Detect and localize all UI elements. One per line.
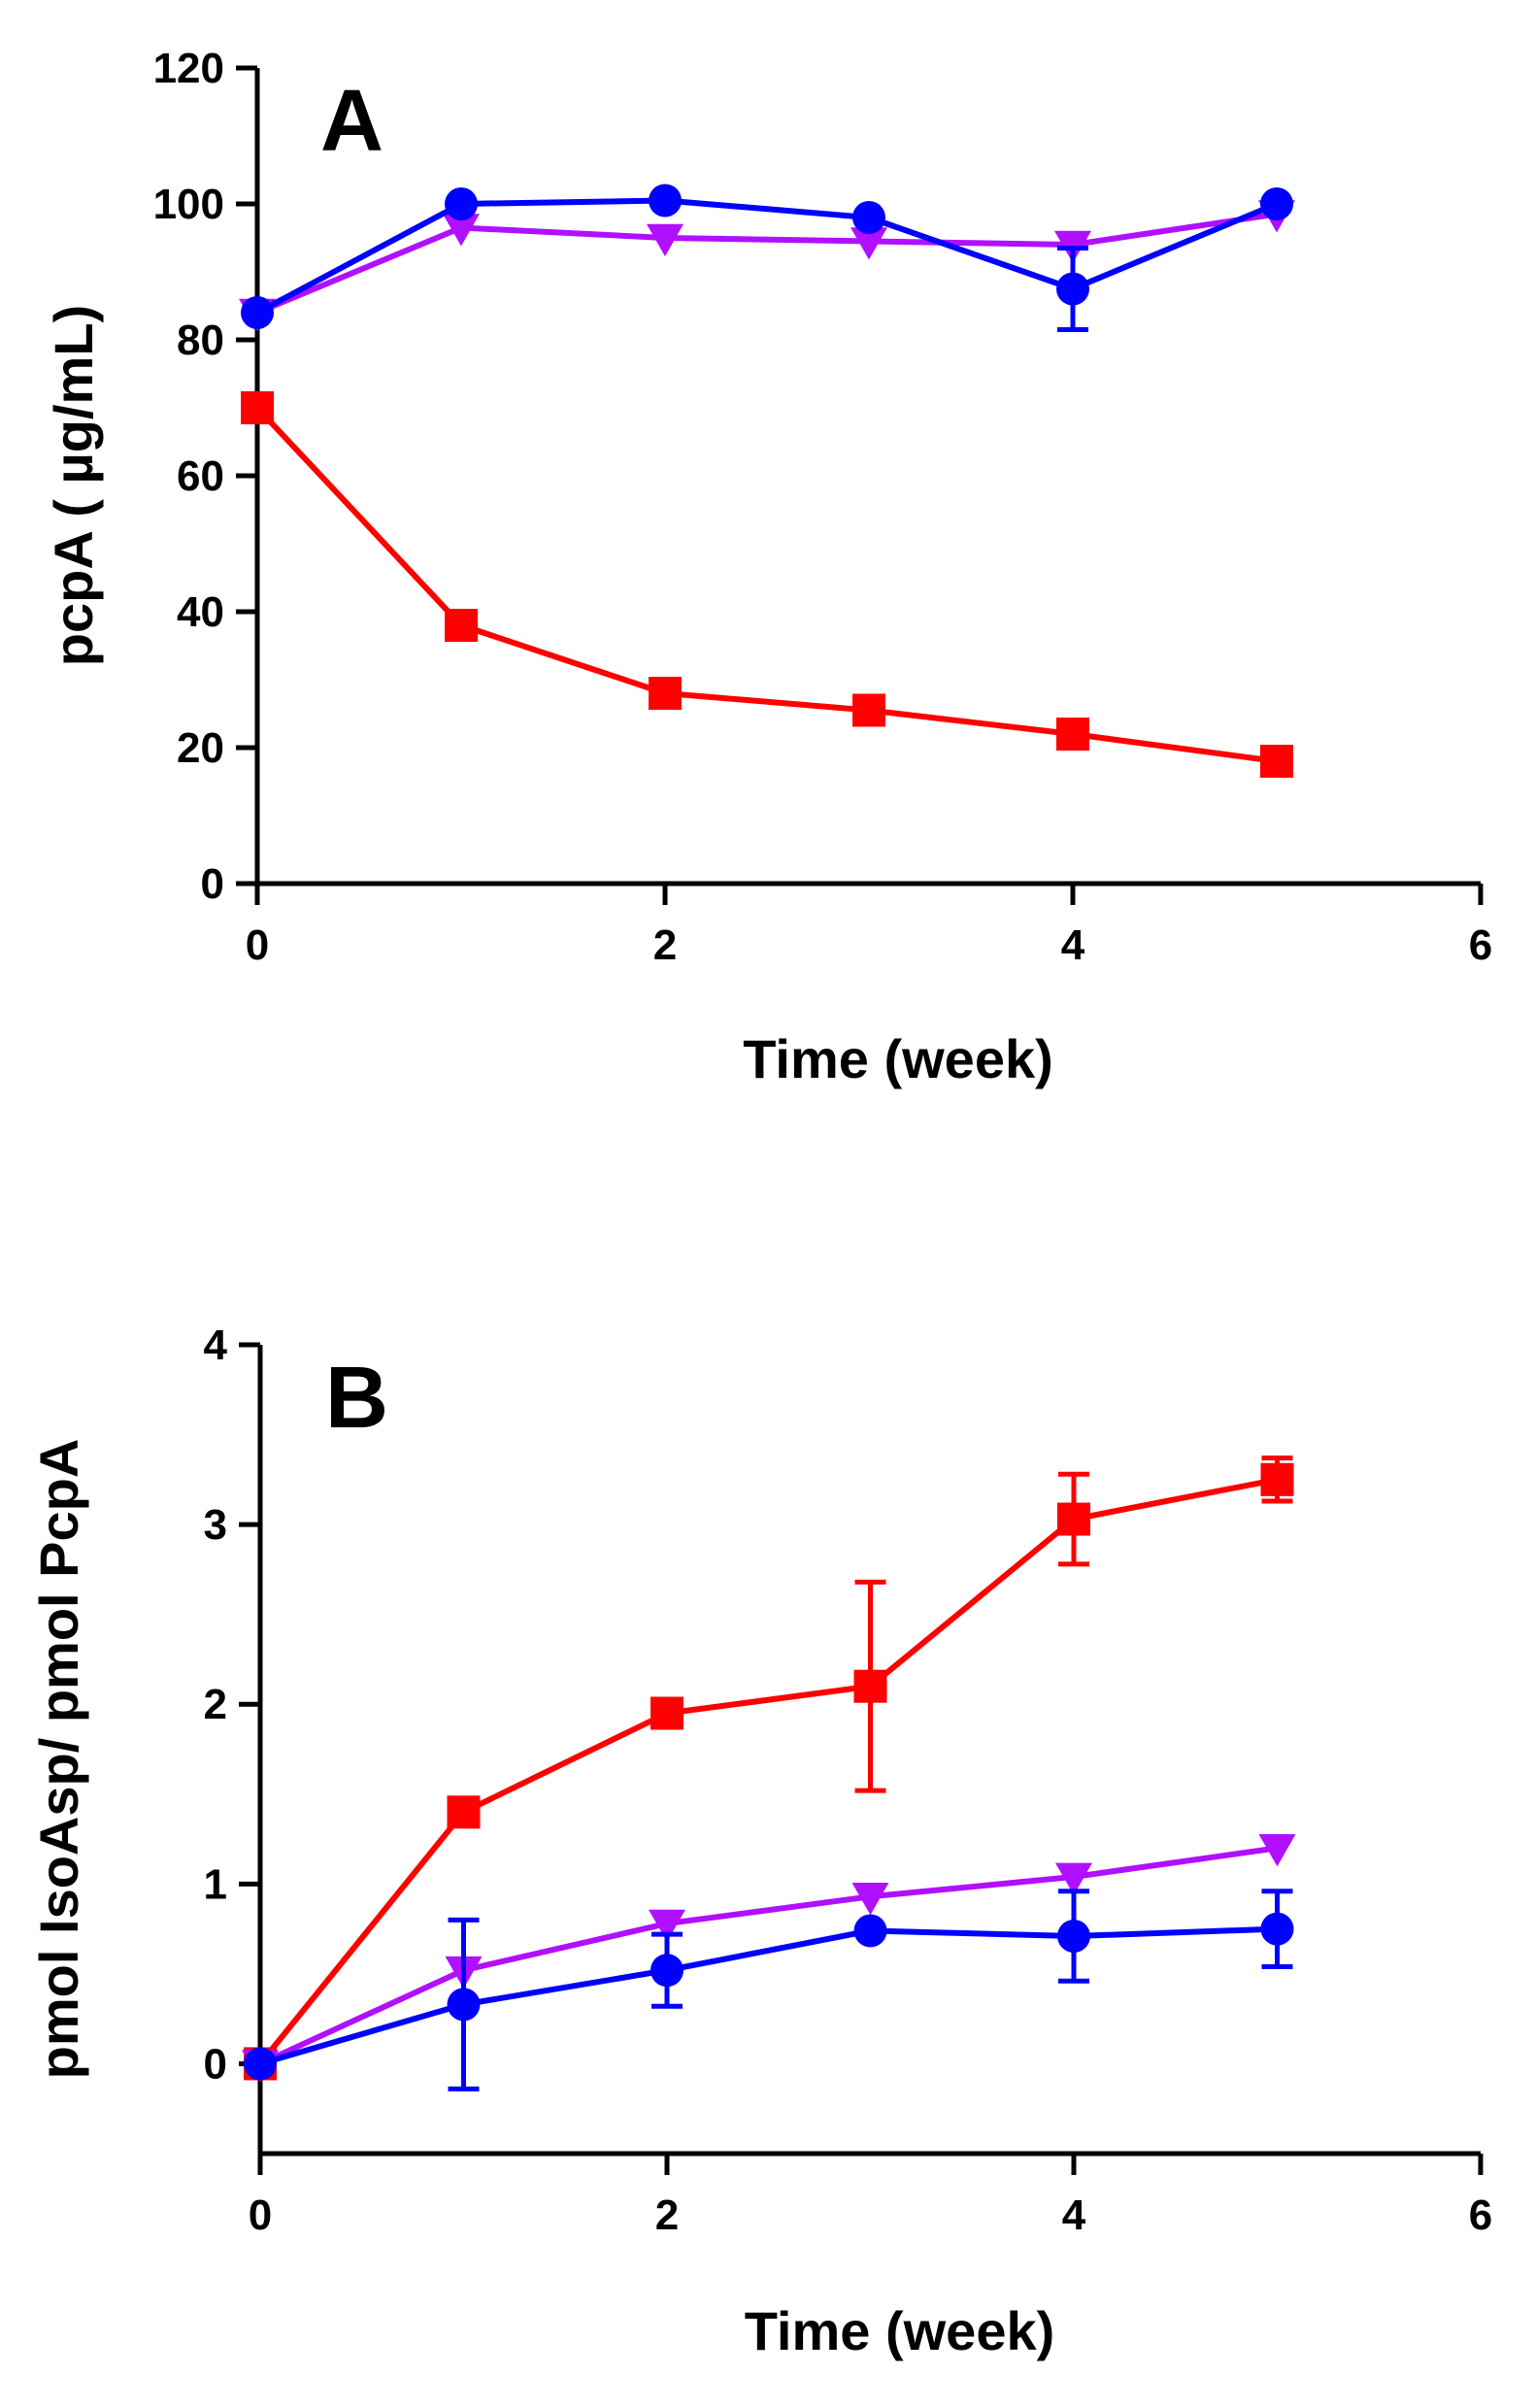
data-point <box>1057 1502 1090 1536</box>
series-square <box>244 1455 1294 2081</box>
y-tick-label: 0 <box>204 2040 227 2088</box>
data-point <box>1057 1920 1090 1954</box>
panel-letter: B <box>325 1350 388 1447</box>
data-point <box>1260 187 1293 220</box>
y-tick-label: 120 <box>153 45 224 92</box>
series-line <box>254 405 1278 764</box>
data-point <box>244 2047 277 2081</box>
series-triangle-down <box>242 1834 1296 2083</box>
y-tick-label: 20 <box>177 724 224 772</box>
data-point <box>852 693 885 727</box>
data-point <box>853 1669 887 1703</box>
y-tick-label: 80 <box>177 317 224 364</box>
data-point <box>1260 1912 1294 1946</box>
data-point <box>1258 1834 1296 1867</box>
panel-a: 0 20 40 60 80 100 120 0 2 4 6 Time (week) pcpA ( µg/… <box>43 45 1492 1089</box>
data-point <box>852 201 885 234</box>
data-point <box>1260 745 1293 778</box>
data-point <box>649 677 682 710</box>
x-tick-label: 4 <box>1061 921 1085 969</box>
x-tick-label: 0 <box>249 2191 272 2239</box>
data-point <box>649 184 682 217</box>
data-point <box>850 227 887 260</box>
data-point <box>649 1909 685 1943</box>
series-square <box>241 391 1293 778</box>
data-point <box>851 1883 889 1916</box>
data-point <box>1056 272 1089 306</box>
x-tick-label: 2 <box>655 2191 679 2239</box>
x-axis-title: Time (week) <box>743 1028 1053 1089</box>
series-triangle-down <box>239 200 1295 331</box>
data-point <box>650 1696 684 1730</box>
y-tick-label: 40 <box>177 588 224 636</box>
data-point <box>1260 1462 1294 1496</box>
series-line <box>257 1476 1279 2066</box>
data-point <box>447 1795 481 1829</box>
data-point <box>447 1988 481 2022</box>
data-point <box>241 391 274 424</box>
x-tick-label: 4 <box>1062 2191 1086 2239</box>
x-tick-label: 0 <box>246 921 269 969</box>
y-tick-label: 100 <box>153 181 224 228</box>
series-line <box>259 1925 1278 2067</box>
data-point <box>650 1954 684 1988</box>
data-point <box>241 296 274 329</box>
data-point <box>1055 1862 1092 1895</box>
y-tick-label: 4 <box>204 1321 228 1369</box>
y-tick-label: 3 <box>204 1501 227 1549</box>
panel-letter: A <box>320 73 384 170</box>
x-tick-label: 6 <box>1469 2191 1492 2239</box>
x-axis-title: Time (week) <box>745 2300 1055 2361</box>
y-axis-title: pcpA ( µg/mL) <box>43 305 104 666</box>
x-tick-label: 6 <box>1469 921 1492 969</box>
y-tick-label: 1 <box>204 1860 227 1908</box>
data-point <box>443 214 480 247</box>
data-point <box>1056 718 1089 751</box>
series-circle <box>241 184 1293 332</box>
panel-b: 0 1 2 3 4 0 2 4 6 Time (week) pmol IsoAsp/ pmol Pc… <box>28 1321 1492 2361</box>
x-tick-label: 2 <box>653 921 677 969</box>
data-point <box>647 223 684 256</box>
series-line <box>255 211 1278 316</box>
series-line <box>255 197 1279 316</box>
series-circle <box>244 1889 1294 2091</box>
y-tick-label: 60 <box>177 452 224 500</box>
data-point <box>445 187 478 220</box>
y-axis-title: pmol IsoAsp/ pmol PcpA <box>28 1439 89 2080</box>
y-tick-label: 0 <box>201 860 224 908</box>
data-point <box>445 609 478 642</box>
y-tick-label: 2 <box>204 1681 227 1728</box>
data-point <box>853 1914 887 1948</box>
series-line <box>258 1845 1278 2067</box>
